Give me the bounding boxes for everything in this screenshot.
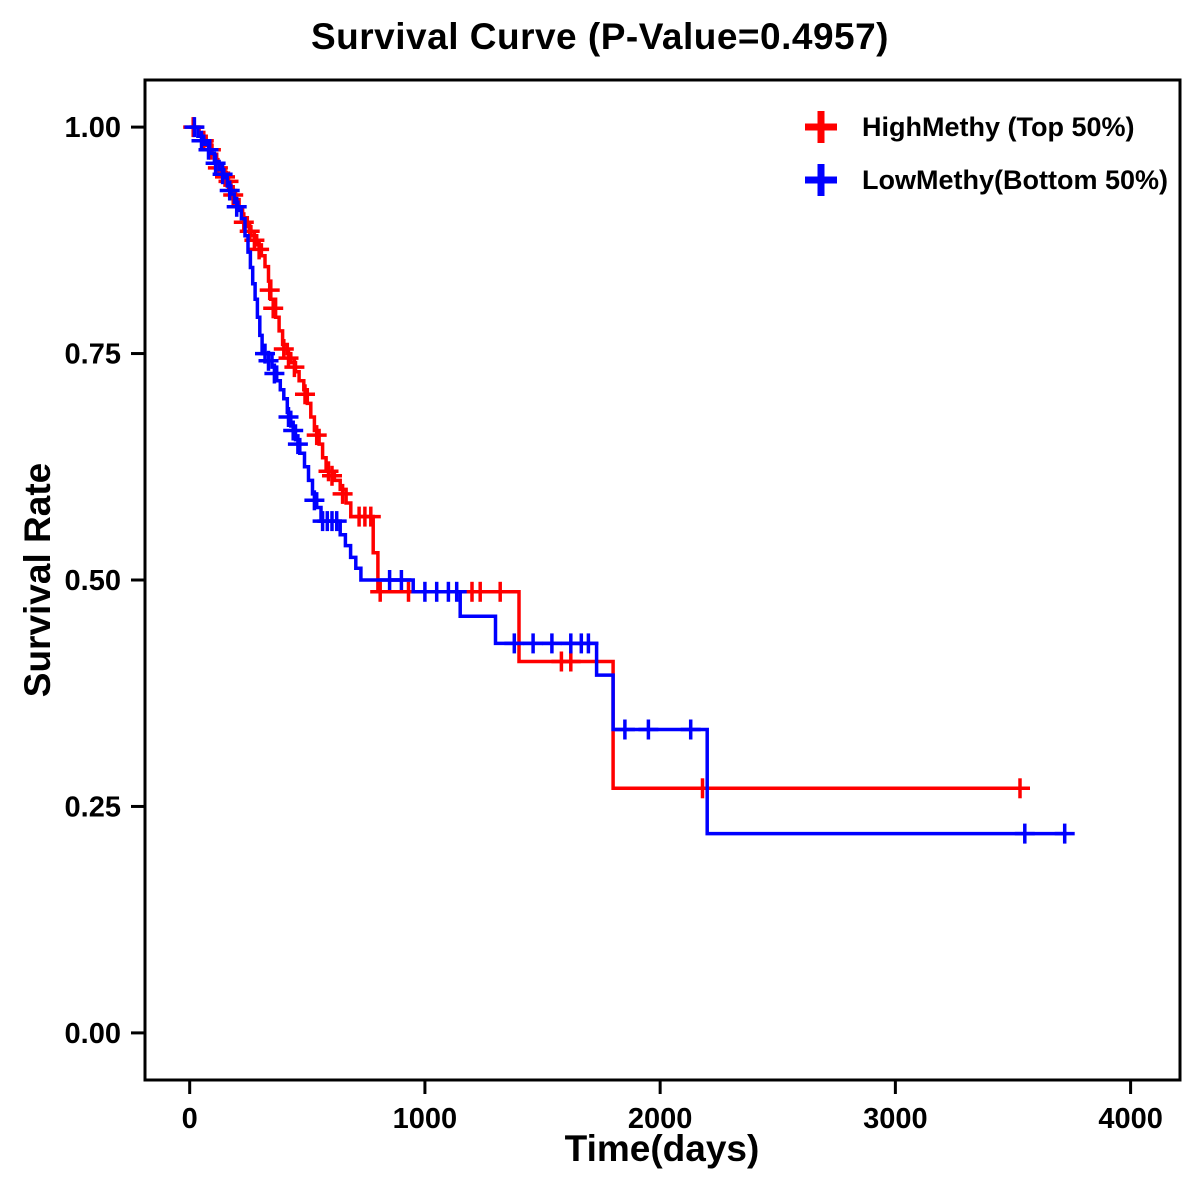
x-tick-label: 1000 — [393, 1103, 458, 1135]
x-tick-label: 0 — [182, 1103, 198, 1135]
x-axis-label: Time(days) — [564, 1128, 760, 1169]
plot-border — [143, 78, 1182, 1082]
chart-title: Survival Curve (P-Value=0.4957) — [311, 16, 889, 57]
plus-marker-icon — [805, 164, 837, 196]
legend-label-lowmethy: LowMethy(Bottom 50%) — [862, 164, 1168, 195]
y-tick-label: 0.50 — [65, 565, 121, 597]
y-tick-label: 1.00 — [65, 112, 121, 144]
y-tick-label: 0.25 — [65, 791, 121, 823]
x-tick-label: 3000 — [863, 1103, 928, 1135]
legend-label-highmethy: HighMethy (Top 50%) — [862, 111, 1135, 142]
legend: HighMethy (Top 50%) LowMethy(Bottom 50%) — [802, 108, 1168, 199]
x-tick-label: 2000 — [628, 1103, 693, 1135]
plus-marker-icon — [805, 111, 837, 143]
legend-item-highmethy: HighMethy (Top 50%) — [802, 108, 1168, 146]
y-tick-label: 0.00 — [65, 1018, 121, 1050]
censor-marks-1 — [184, 117, 1075, 844]
y-axis-label: Survival Rate — [17, 462, 58, 698]
y-tick-label: 0.75 — [65, 339, 121, 371]
legend-item-lowmethy: LowMethy(Bottom 50%) — [802, 161, 1168, 199]
x-tick-label: 4000 — [1098, 1103, 1163, 1135]
censor-marks-0 — [183, 117, 1030, 799]
series-path-1 — [189, 125, 1068, 836]
series-path-0 — [189, 125, 1028, 791]
